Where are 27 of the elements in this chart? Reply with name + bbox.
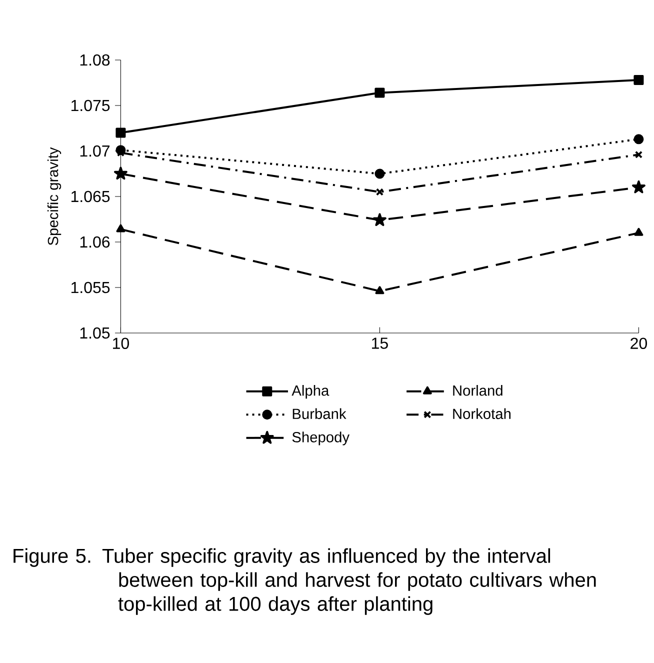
point <box>374 168 385 179</box>
x-tick-label: 15 <box>372 338 388 349</box>
y-tick-label: 1.08 <box>80 54 110 66</box>
caption: Figure 5. Tuber specific gravity as influenced by the interval between top-kill and harvest for potato cultivars when top-killed at 100 days after planting <box>14 548 596 615</box>
legend-label: Norkotah <box>453 408 511 420</box>
legend-label: Shepody <box>292 432 350 446</box>
y-tick-label: 1.055 <box>72 282 110 294</box>
point <box>374 88 385 98</box>
y-tick-label: 1.06 <box>80 236 110 248</box>
y-tick-label: 1.05 <box>80 327 110 339</box>
point <box>635 150 643 158</box>
legend-label: Alpha <box>292 385 330 399</box>
y-tick-label: 1.065 <box>72 190 110 202</box>
y-tick-label: 1.07 <box>80 145 110 157</box>
x-tick-label: 20 <box>630 338 648 350</box>
point <box>116 128 126 138</box>
legend-label: Burbank <box>293 408 346 420</box>
legend-label: Norland <box>453 385 503 396</box>
point <box>375 286 384 294</box>
x-tick-label: 10 <box>113 338 130 350</box>
point <box>634 75 644 86</box>
point <box>634 228 644 236</box>
y-axis-title: Specific gravity <box>48 147 62 246</box>
point <box>116 224 126 232</box>
y-tick-label: 1.075 <box>72 100 110 112</box>
point <box>376 188 384 196</box>
point <box>634 134 644 144</box>
